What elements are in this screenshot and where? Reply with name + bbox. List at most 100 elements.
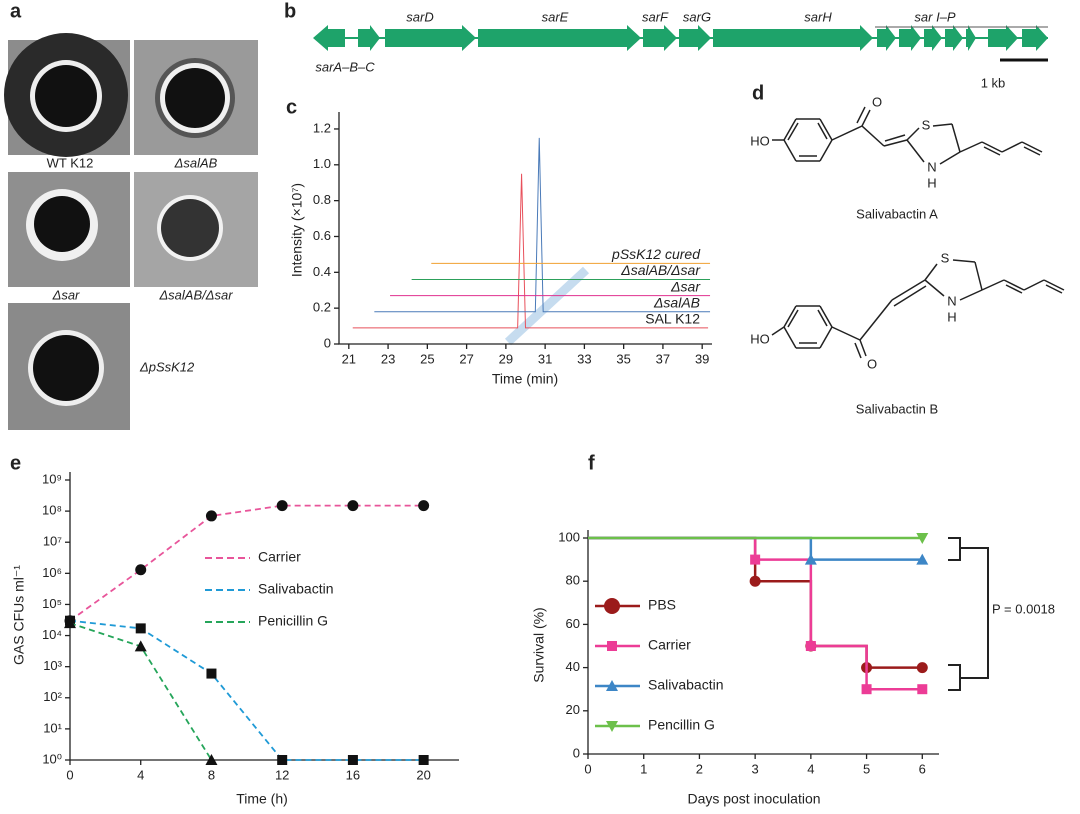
legend-label: ΔsalAB/Δsar xyxy=(620,262,701,278)
bond xyxy=(1021,141,1043,153)
x-tick-label: 0 xyxy=(584,761,591,776)
bond xyxy=(1023,146,1041,156)
bond xyxy=(884,134,906,142)
series-line xyxy=(352,173,709,329)
y-tick-label: 10⁴ xyxy=(42,627,62,642)
strain-label: ΔsalAB/Δsar xyxy=(158,287,233,302)
scale-label: 1 kb xyxy=(981,75,1006,90)
x-tick-label: 31 xyxy=(538,351,552,366)
y-tick-label: 0 xyxy=(324,335,331,350)
x-axis-label: Days post inoculation xyxy=(687,791,820,807)
marker xyxy=(347,755,358,765)
bond xyxy=(939,151,961,165)
gene-label: sarG xyxy=(683,9,711,24)
well xyxy=(34,196,90,252)
atom: HO xyxy=(750,133,770,148)
y-tick-label: 10⁰ xyxy=(42,751,62,766)
legend-marker xyxy=(604,598,620,614)
atom: N xyxy=(947,293,956,308)
x-tick-label: 5 xyxy=(863,761,870,776)
atom: H xyxy=(947,309,956,324)
y-tick-label: 0.2 xyxy=(313,300,331,315)
panel-label: d xyxy=(752,82,764,104)
gene-arrow xyxy=(1022,25,1048,51)
x-tick-label: 6 xyxy=(919,761,926,776)
bond xyxy=(906,127,920,141)
legend-label: Salivabactin xyxy=(258,581,334,597)
bond xyxy=(1001,141,1023,153)
bond xyxy=(883,139,908,147)
y-tick-label: 0.4 xyxy=(313,264,331,279)
legend-label: pSsK12 cured xyxy=(611,246,701,262)
bracket xyxy=(948,537,961,561)
marker xyxy=(861,684,872,695)
highlight-band xyxy=(504,266,590,346)
x-tick-label: 16 xyxy=(346,767,360,782)
marker xyxy=(347,500,359,512)
bracket xyxy=(948,664,961,691)
photo-grid xyxy=(4,33,258,430)
gene-arrow xyxy=(966,25,976,51)
gene-arrow xyxy=(679,25,711,51)
bond xyxy=(817,122,828,140)
bond xyxy=(787,309,799,328)
y-tick-label: 20 xyxy=(566,702,580,717)
bond xyxy=(831,125,863,141)
bond xyxy=(891,279,926,301)
legend-label: Carrier xyxy=(648,637,691,653)
compound-name: Salivabactin B xyxy=(856,401,938,416)
significance-bracket xyxy=(948,537,989,691)
legend-label: Δsar xyxy=(670,278,701,294)
y-tick-label: 10⁶ xyxy=(42,565,62,580)
gene-label: sar I–P xyxy=(914,9,956,24)
x-tick-label: 4 xyxy=(807,761,814,776)
x-tick-label: 8 xyxy=(208,767,215,782)
bond xyxy=(787,122,799,141)
y-tick-label: 10³ xyxy=(43,658,62,673)
marker xyxy=(916,553,929,565)
x-tick-label: 12 xyxy=(275,767,289,782)
gene-arrow xyxy=(877,25,896,51)
x-axis-label: Time (min) xyxy=(492,371,558,387)
y-tick-label: 100 xyxy=(558,529,580,544)
marker xyxy=(206,668,217,679)
x-tick-label: 4 xyxy=(137,767,144,782)
y-tick-label: 10⁹ xyxy=(42,471,62,486)
x-tick-label: 25 xyxy=(420,351,434,366)
atom: HO xyxy=(750,331,770,346)
bond xyxy=(817,309,828,327)
well xyxy=(33,335,99,401)
y-tick-label: 1.0 xyxy=(313,156,331,171)
bond xyxy=(783,305,797,328)
x-axis-label: Time (h) xyxy=(236,791,288,807)
legend-marker xyxy=(607,641,617,651)
legend-label: ΔsalAB xyxy=(653,294,700,310)
y-tick-label: 40 xyxy=(566,659,580,674)
legend-label: PBS xyxy=(648,597,676,613)
bond xyxy=(819,305,833,328)
bond xyxy=(924,279,945,297)
gene-map xyxy=(313,25,1048,62)
marker xyxy=(276,500,288,512)
bond xyxy=(893,285,927,307)
gene-arrow xyxy=(924,25,942,51)
marker xyxy=(749,575,761,587)
gene-label: sarD xyxy=(406,9,433,24)
bond xyxy=(906,139,925,163)
marker xyxy=(916,533,929,544)
marker xyxy=(805,641,816,651)
survival-curve xyxy=(588,536,923,691)
y-tick-label: 80 xyxy=(566,573,580,588)
y-tick-label: 60 xyxy=(566,616,580,631)
y-tick-label: 10¹ xyxy=(43,720,62,735)
bond xyxy=(783,118,797,141)
bond xyxy=(951,123,961,153)
x-tick-label: 27 xyxy=(459,351,473,366)
legend-label: Salivabactin xyxy=(648,677,724,693)
series-line xyxy=(374,137,711,313)
x-tick-label: 33 xyxy=(577,351,591,366)
legend-label: Penicillin G xyxy=(258,613,328,629)
legend-label: Pencillin G xyxy=(648,717,715,733)
marker xyxy=(916,662,928,674)
